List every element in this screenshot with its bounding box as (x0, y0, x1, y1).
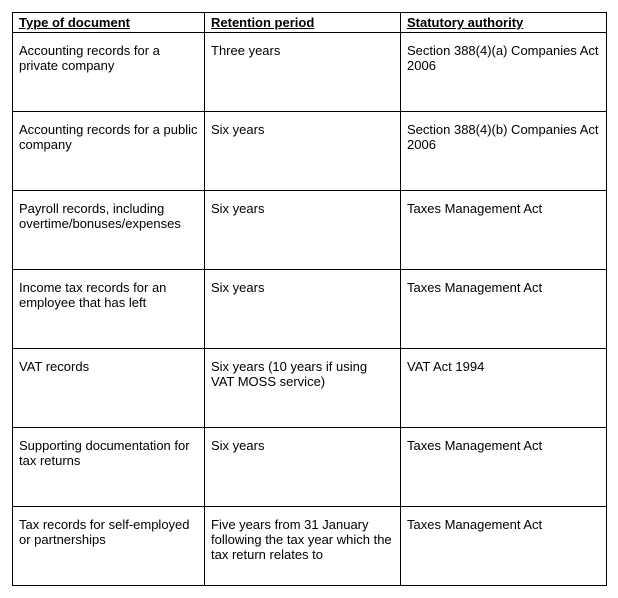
cell-authority: VAT Act 1994 (401, 349, 607, 428)
cell-authority: Taxes Management Act (401, 191, 607, 270)
cell-authority: Section 388(4)(a) Companies Act 2006 (401, 33, 607, 112)
table-row: Accounting records for a public company … (13, 112, 607, 191)
table-row: Income tax records for an employee that … (13, 270, 607, 349)
cell-retention: Six years (205, 428, 401, 507)
cell-retention: Five years from 31 January following the… (205, 507, 401, 586)
cell-type: Payroll records, including overtime/bonu… (13, 191, 205, 270)
cell-retention: Six years (205, 191, 401, 270)
cell-authority: Taxes Management Act (401, 270, 607, 349)
table-row: Accounting records for a private company… (13, 33, 607, 112)
cell-retention: Six years (205, 112, 401, 191)
cell-type: Supporting documentation for tax returns (13, 428, 205, 507)
retention-table: Type of document Retention period Statut… (12, 12, 607, 586)
col-header-authority: Statutory authority (401, 13, 607, 33)
col-header-type: Type of document (13, 13, 205, 33)
cell-authority: Section 388(4)(b) Companies Act 2006 (401, 112, 607, 191)
table-row: Supporting documentation for tax returns… (13, 428, 607, 507)
cell-type: Accounting records for a public company (13, 112, 205, 191)
cell-authority: Taxes Management Act (401, 507, 607, 586)
table-row: Payroll records, including overtime/bonu… (13, 191, 607, 270)
cell-type: Tax records for self-employed or partner… (13, 507, 205, 586)
table-row: VAT records Six years (10 years if using… (13, 349, 607, 428)
cell-type: VAT records (13, 349, 205, 428)
table-header-row: Type of document Retention period Statut… (13, 13, 607, 33)
cell-type: Accounting records for a private company (13, 33, 205, 112)
cell-retention: Six years (205, 270, 401, 349)
table-row: Tax records for self-employed or partner… (13, 507, 607, 586)
cell-authority: Taxes Management Act (401, 428, 607, 507)
col-header-retention: Retention period (205, 13, 401, 33)
cell-type: Income tax records for an employee that … (13, 270, 205, 349)
cell-retention: Six years (10 years if using VAT MOSS se… (205, 349, 401, 428)
cell-retention: Three years (205, 33, 401, 112)
